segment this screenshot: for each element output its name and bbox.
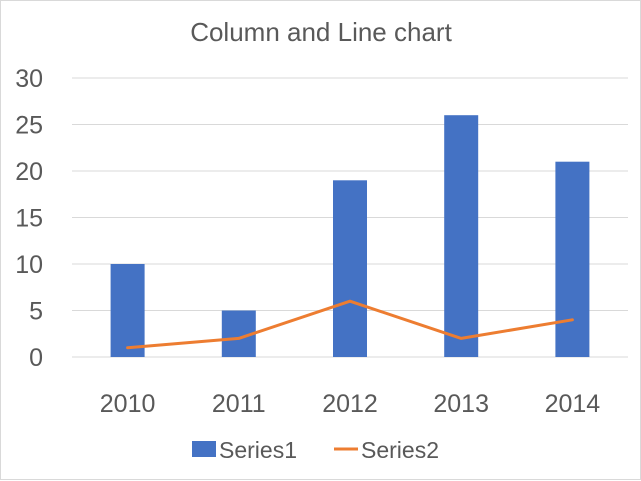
legend-series1-label: Series1 [219,437,297,463]
y-tick-label: 15 [15,205,43,233]
x-tick-label: 2011 [212,390,266,418]
x-tick-label: 2013 [433,390,489,418]
y-tick-label: 30 [15,65,43,93]
x-axis-labels: 2010 2011 2012 2013 2014 [100,390,601,418]
y-tick-label: 5 [29,298,43,326]
y-tick-label: 10 [15,251,43,279]
legend-series1-swatch-icon [192,441,216,457]
x-tick-label: 2014 [545,390,601,418]
bar-2014 [555,161,590,357]
legend-series2-label: Series2 [361,437,439,463]
chart-title: Column and Line chart [190,17,452,47]
series1-bars [110,115,590,357]
y-tick-label: 0 [29,344,43,372]
series2-line [126,299,574,350]
y-tick-label: 25 [15,112,43,140]
x-tick-label: 2010 [100,390,156,418]
x-tick-label: 2012 [322,390,378,418]
bar-2012 [333,180,367,357]
y-tick-label: 20 [15,158,43,186]
bar-2013 [444,115,479,357]
bar-2010 [110,264,145,357]
y-axis-labels: 0 5 10 15 20 25 30 [15,65,43,372]
series2-polyline [126,299,574,350]
legend: Series1 Series2 [192,437,439,463]
